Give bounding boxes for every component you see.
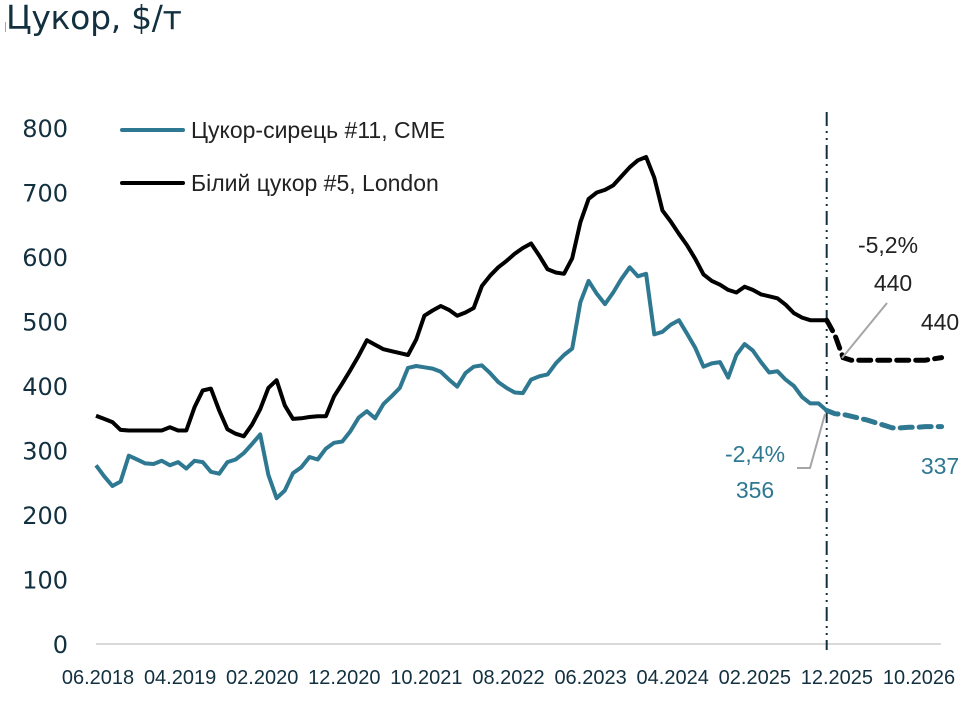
y-tick-label: 800 (22, 115, 68, 143)
title-marker (5, 22, 6, 32)
y-tick-label: 0 (53, 631, 68, 659)
y-tick-label: 100 (22, 567, 68, 595)
leader-line-raw-sugar (797, 413, 826, 469)
y-tick-label: 400 (22, 373, 68, 401)
legend-label-raw-sugar: Цукор-сирець #11, CME (191, 117, 445, 143)
x-tick-label: 08.2022 (472, 667, 544, 689)
annotation-raw-value: 356 (736, 477, 774, 503)
x-tick-label: 12.2020 (308, 667, 380, 689)
y-tick-label: 600 (22, 244, 68, 272)
x-tick-label: 02.2025 (719, 667, 791, 689)
series-line-white-sugar (95, 155, 827, 439)
x-tick-label: 06.2023 (554, 667, 626, 689)
forecast-line-raw-sugar (824, 408, 945, 431)
x-tick-label: 12.2025 (801, 667, 873, 689)
x-tick-label: 06.2018 (62, 667, 134, 689)
annotation-white-end: 440 (921, 309, 959, 335)
forecast-line-white-sugar (824, 317, 945, 363)
y-tick-label: 300 (22, 438, 68, 466)
y-tick-label: 500 (22, 309, 68, 337)
chart-title: Цукор, $/т (6, 0, 182, 37)
y-tick-label: 200 (22, 502, 68, 530)
x-tick-label: 04.2024 (637, 667, 709, 689)
x-tick-label: 02.2020 (226, 667, 298, 689)
x-tick-label: 10.2026 (883, 667, 955, 689)
y-tick-label: 700 (22, 180, 68, 208)
x-tick-label: 04.2019 (144, 667, 216, 689)
annotation-raw-change: -2,4% (725, 441, 785, 467)
legend: Цукор-сирець #11, CME Білий цукор #5, Lo… (120, 117, 445, 196)
legend-label-white-sugar: Білий цукор #5, London (191, 170, 439, 196)
annotation-white-change: -5,2% (858, 232, 918, 258)
x-tick-label: 10.2021 (390, 667, 462, 689)
annotation-white-value: 440 (874, 270, 912, 296)
annotation-raw-end: 337 (921, 453, 959, 479)
series-line-raw-sugar (94, 265, 829, 501)
leader-line-white-sugar (841, 302, 888, 359)
